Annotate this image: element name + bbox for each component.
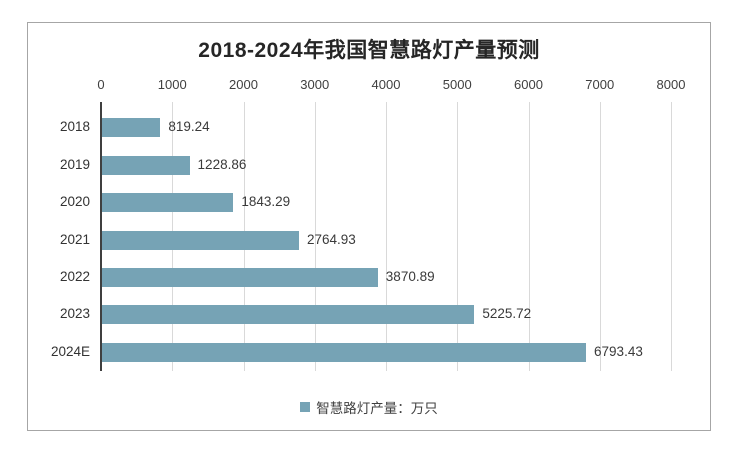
x-axis-tick-label: 5000 xyxy=(442,77,472,92)
category-label: 2018 xyxy=(59,119,90,135)
y-axis-line xyxy=(100,102,102,371)
bar xyxy=(102,118,161,138)
value-label: 1228.86 xyxy=(197,156,247,172)
value-label: 5225.72 xyxy=(482,306,532,322)
gridline xyxy=(386,102,387,371)
gridline xyxy=(528,102,530,371)
value-label: 3870.89 xyxy=(385,268,435,284)
legend: 智慧路灯产量：万只 xyxy=(28,397,710,417)
category-label: 2023 xyxy=(59,306,90,322)
x-axis-tick-label: 7000 xyxy=(585,77,615,92)
gridline xyxy=(457,102,459,371)
x-axis-tick-label: 6000 xyxy=(514,77,543,92)
value-label: 1843.29 xyxy=(241,194,291,210)
category-label: 2022 xyxy=(59,268,90,284)
category-label: 2024E xyxy=(50,343,90,359)
x-axis-tick-label: 4000 xyxy=(371,77,401,92)
chart-container: 2018-2024年我国智慧路灯产量预测 0 1000 2000 3000 4000 50… xyxy=(27,22,711,431)
category-label: 2019 xyxy=(59,156,90,172)
bar xyxy=(102,342,587,362)
value-label: 6793.43 xyxy=(594,343,643,359)
chart-title: 2018-2024年我国智慧路灯产量预测 xyxy=(198,39,540,62)
legend-swatch-icon xyxy=(300,402,311,412)
gridline xyxy=(314,102,316,371)
bar xyxy=(102,305,475,325)
bar xyxy=(102,193,234,213)
bar xyxy=(102,155,190,175)
category-label: 2020 xyxy=(59,194,90,210)
x-axis-tick-label: 1000 xyxy=(157,77,187,92)
category-label: 2021 xyxy=(59,231,90,247)
value-label: 2764.93 xyxy=(307,231,356,247)
value-label: 819.24 xyxy=(168,119,210,135)
x-axis-tick-label: 8000 xyxy=(656,77,686,92)
legend-label: 智慧路灯产量：万只 xyxy=(316,401,438,416)
x-axis-tick-label: 3000 xyxy=(300,77,330,92)
bar xyxy=(102,230,299,250)
gridline xyxy=(599,102,601,371)
x-axis-tick-label: 0 xyxy=(97,77,105,92)
bar xyxy=(102,267,378,287)
x-axis-tick-label: 2000 xyxy=(229,77,258,92)
gridline xyxy=(671,102,672,371)
